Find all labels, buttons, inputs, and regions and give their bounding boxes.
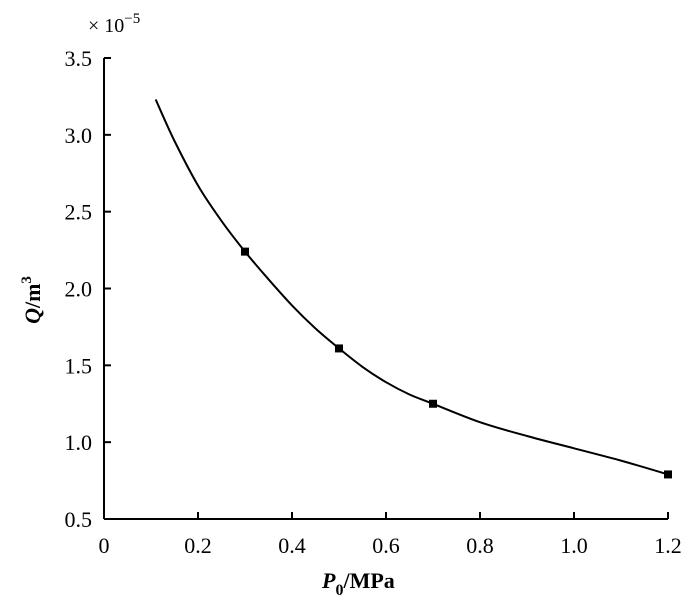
x-tick-label: 1.0 <box>560 533 588 558</box>
y-tick-label: 0.5 <box>65 507 93 532</box>
y-tick-label: 2.0 <box>65 277 93 302</box>
y-multiplier: × 10−5 <box>88 11 140 37</box>
x-tick-label: 0.6 <box>372 533 400 558</box>
x-tick-label: 0 <box>99 533 110 558</box>
y-tick-label: 2.5 <box>65 200 93 225</box>
y-tick-label: 1.5 <box>65 353 93 378</box>
x-ticks: 0 0.2 0.4 0.6 0.8 1.0 1.2 <box>99 512 682 558</box>
y-tick-label: 3.5 <box>65 46 93 71</box>
y-ticks: 0.5 1.0 1.5 2.0 2.5 3.0 3.5 <box>65 46 111 532</box>
x-tick-label: 0.4 <box>278 533 306 558</box>
y-tick-label: 3.0 <box>65 123 93 148</box>
data-point-marker <box>664 470 672 479</box>
x-tick-label: 0.8 <box>466 533 494 558</box>
y-tick-label: 1.0 <box>65 430 93 455</box>
x-axis-label: P0/MPa <box>321 568 395 599</box>
data-markers <box>241 247 672 479</box>
data-point-marker <box>429 399 437 408</box>
y-axis-label: Q/m3 <box>19 276 45 324</box>
x-tick-label: 0.2 <box>184 533 212 558</box>
data-curve <box>154 99 669 476</box>
data-point-marker <box>335 344 343 353</box>
data-point-marker <box>241 247 249 256</box>
x-tick-label: 1.2 <box>654 533 682 558</box>
